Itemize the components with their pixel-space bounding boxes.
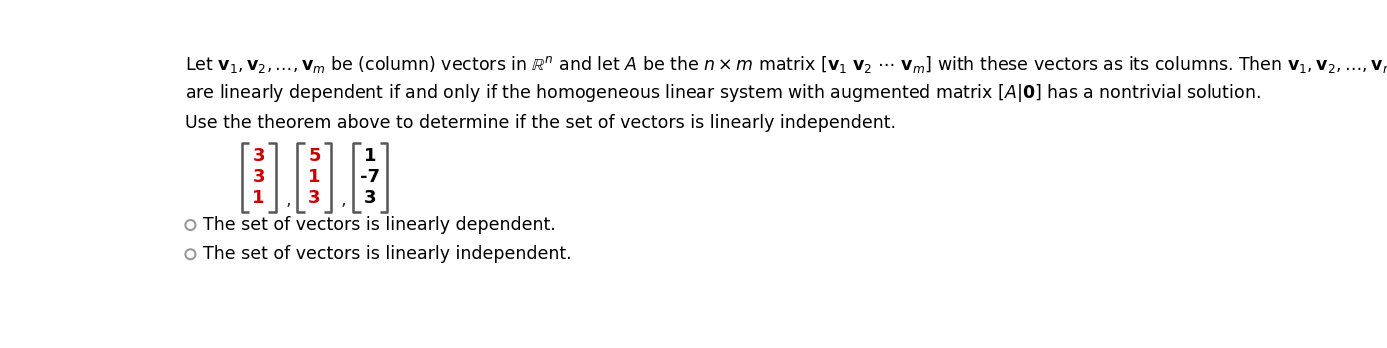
Text: 1: 1 [363, 148, 376, 166]
Text: -7: -7 [361, 168, 380, 186]
Text: 3: 3 [252, 168, 265, 186]
Text: 1: 1 [308, 168, 320, 186]
Text: 3: 3 [363, 189, 376, 207]
Text: are linearly dependent if and only if the homogeneous linear system with augment: are linearly dependent if and only if th… [184, 81, 1261, 104]
Text: Let $\mathbf{v}_1, \mathbf{v}_2, \ldots, \mathbf{v}_m$ be (column) vectors in $\: Let $\mathbf{v}_1, \mathbf{v}_2, \ldots,… [184, 54, 1387, 76]
Text: ,: , [286, 191, 291, 209]
Text: 1: 1 [252, 189, 265, 207]
Text: The set of vectors is linearly dependent.: The set of vectors is linearly dependent… [203, 216, 556, 234]
Text: ,: , [341, 191, 347, 209]
Text: 5: 5 [308, 148, 320, 166]
Text: 3: 3 [308, 189, 320, 207]
Text: The set of vectors is linearly independent.: The set of vectors is linearly independe… [203, 245, 571, 263]
Text: 3: 3 [252, 148, 265, 166]
Text: Use the theorem above to determine if the set of vectors is linearly independent: Use the theorem above to determine if th… [184, 114, 896, 132]
